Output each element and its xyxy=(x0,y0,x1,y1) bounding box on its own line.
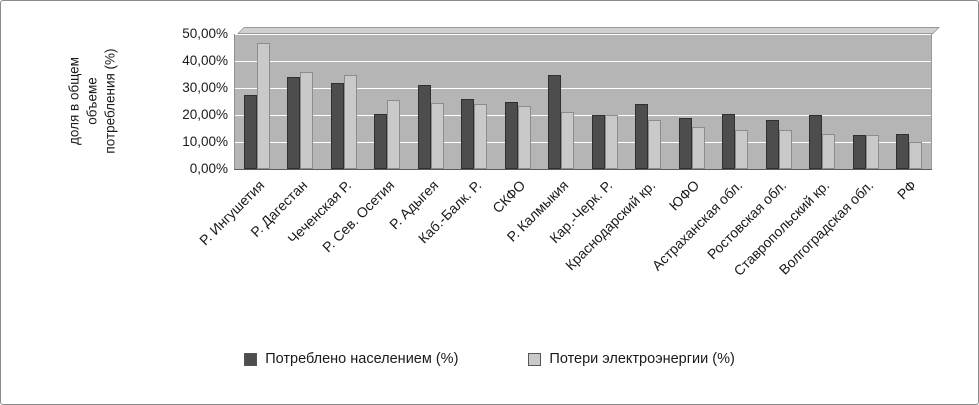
bar-losses xyxy=(691,127,705,169)
bar-consumed xyxy=(678,117,692,169)
legend-item-consumed: Потреблено населением (%) xyxy=(244,351,458,367)
x-axis-label: Каб.-Балк. Р. xyxy=(415,177,485,247)
bar-losses xyxy=(604,115,618,169)
bar-consumed xyxy=(461,98,475,169)
bar-losses xyxy=(256,43,270,169)
x-axis-label: Волгоградская обл. xyxy=(775,177,877,278)
gridline xyxy=(235,61,931,62)
y-axis-title-line: объеме xyxy=(84,77,100,125)
bar-losses xyxy=(517,105,531,169)
bar-consumed xyxy=(852,135,866,169)
bar-losses xyxy=(387,100,401,169)
plot-3d-top-face xyxy=(237,27,940,34)
bar-losses xyxy=(865,135,879,169)
x-axis-label: Краснодарский кр. xyxy=(562,177,659,274)
y-axis: 0,00% 10,00% 20,00% 30,00% 40,00% 50,00% xyxy=(141,1,228,404)
y-axis-tick-label: 40,00% xyxy=(182,53,228,68)
bar-consumed xyxy=(722,113,736,169)
bar-losses xyxy=(822,133,836,169)
bar-losses xyxy=(561,112,575,169)
legend-swatch-dark xyxy=(244,352,258,366)
y-axis-title-line: доля в общем xyxy=(66,57,82,145)
bar-consumed xyxy=(591,115,605,169)
bar-consumed xyxy=(896,133,910,169)
gridline xyxy=(235,34,931,35)
x-axis-label: ЮФО xyxy=(665,177,703,214)
x-axis-label: Р. Адыгея xyxy=(385,177,442,233)
bar-consumed xyxy=(635,104,649,169)
bar-losses xyxy=(343,74,357,169)
legend-swatch-light xyxy=(528,352,542,366)
legend-label: Потреблено населением (%) xyxy=(265,351,459,367)
bar-consumed xyxy=(374,113,388,169)
bar-consumed xyxy=(765,120,779,169)
x-axis-label: Астраханская обл. xyxy=(648,177,746,274)
bar-consumed xyxy=(243,94,257,169)
gridline xyxy=(235,142,931,143)
bar-consumed xyxy=(548,74,562,169)
legend-label: Потери электроэнергии (%) xyxy=(549,351,735,367)
legend: Потреблено населением (%) Потери электро… xyxy=(1,351,978,367)
bar-consumed xyxy=(809,115,823,169)
y-axis-tick-label: 10,00% xyxy=(182,134,228,149)
bar-losses xyxy=(735,129,749,169)
y-axis-tick-label: 20,00% xyxy=(182,107,228,122)
bar-consumed xyxy=(330,82,344,169)
y-axis-tick-label: 30,00% xyxy=(182,80,228,95)
bar-losses xyxy=(909,142,923,169)
bar-losses xyxy=(300,71,314,169)
y-axis-title: доля в общем объеме потребления (%) xyxy=(66,11,121,191)
x-axis-label: Р. Калмыкия xyxy=(503,177,572,245)
y-axis-title-line: потребления (%) xyxy=(103,48,119,154)
x-axis-label: Ставропольский кр. xyxy=(730,177,833,279)
plot-area xyxy=(234,34,932,170)
bar-losses xyxy=(474,104,488,169)
x-axis-label: Ростовская обл. xyxy=(703,177,790,263)
y-axis-tick-label: 0,00% xyxy=(189,161,228,176)
x-axis-label: РФ xyxy=(894,177,920,203)
bar-losses xyxy=(778,129,792,169)
x-axis-label: Р. Сев. Осетия xyxy=(319,177,398,256)
gridline xyxy=(235,88,931,89)
bar-consumed xyxy=(417,85,431,169)
bar-losses xyxy=(648,120,662,169)
bar-losses xyxy=(430,102,444,169)
legend-item-losses: Потери электроэнергии (%) xyxy=(528,351,735,367)
gridline xyxy=(235,115,931,116)
bar-consumed xyxy=(504,101,518,169)
x-axis-label: Кар.-Черк. Р. xyxy=(545,177,616,247)
bar-consumed xyxy=(287,77,301,169)
y-axis-tick-label: 50,00% xyxy=(182,26,228,41)
x-axis-label: СКФО xyxy=(488,177,529,217)
